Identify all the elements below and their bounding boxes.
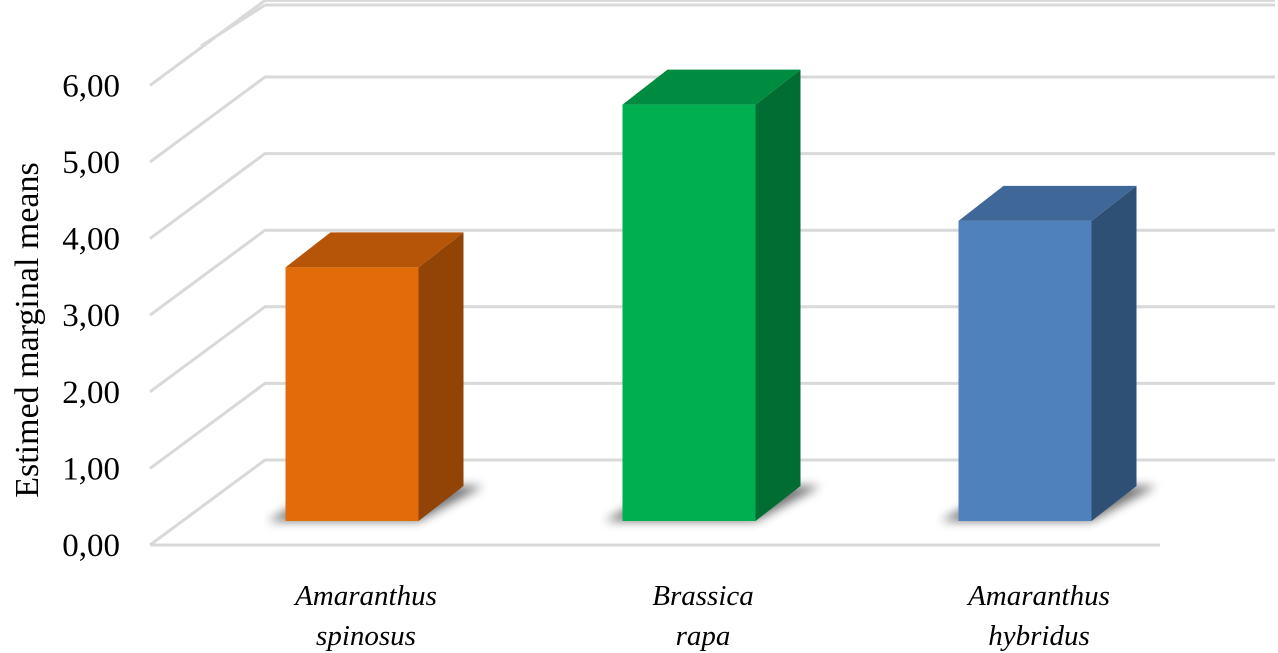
bar-side bbox=[418, 232, 464, 521]
y-axis-label: Estimed marginal means bbox=[9, 162, 46, 498]
bar bbox=[958, 220, 1092, 521]
x-tick-label: hybridus bbox=[988, 620, 1090, 652]
gridline bbox=[149, 228, 1275, 317]
gridline bbox=[149, 0, 1275, 87]
gridline bbox=[149, 458, 1275, 547]
gridline bbox=[149, 75, 1275, 164]
bar-side bbox=[1091, 185, 1137, 521]
x-tick-label: Brassica bbox=[652, 580, 754, 612]
bar-top bbox=[958, 185, 1137, 221]
bar bbox=[285, 267, 419, 521]
gridline bbox=[149, 152, 1275, 240]
y-tick-label: 5,00 bbox=[62, 145, 120, 181]
bar bbox=[622, 104, 756, 521]
gridlines bbox=[149, 0, 1275, 547]
y-tick-label: 6,00 bbox=[62, 68, 120, 104]
bar-top bbox=[285, 232, 464, 268]
gridline bbox=[200, 3, 266, 48]
y-tick-label: 2,00 bbox=[62, 375, 120, 411]
x-tick-label: rapa bbox=[676, 620, 731, 652]
y-axis-ticks: 0,00 1,00 2,00 3,00 4,00 5,00 6,00 bbox=[62, 68, 120, 564]
y-tick-label: 0,00 bbox=[62, 528, 120, 564]
x-tick-label: Amaranthus bbox=[293, 580, 437, 612]
bars bbox=[267, 69, 1157, 521]
y-tick-label: 4,00 bbox=[62, 222, 120, 258]
bar-top bbox=[622, 69, 801, 105]
y-tick-label: 1,00 bbox=[62, 451, 120, 487]
x-tick-label: spinosus bbox=[316, 620, 416, 652]
x-tick-label: Amaranthus bbox=[966, 580, 1110, 612]
x-axis-labels: Amaranthus spinosus Brassica rapa Amaranthus… bbox=[293, 580, 1110, 652]
bar-side bbox=[755, 69, 801, 521]
gridline bbox=[149, 381, 1275, 470]
gridline bbox=[149, 305, 1275, 394]
y-tick-label: 3,00 bbox=[62, 298, 120, 334]
